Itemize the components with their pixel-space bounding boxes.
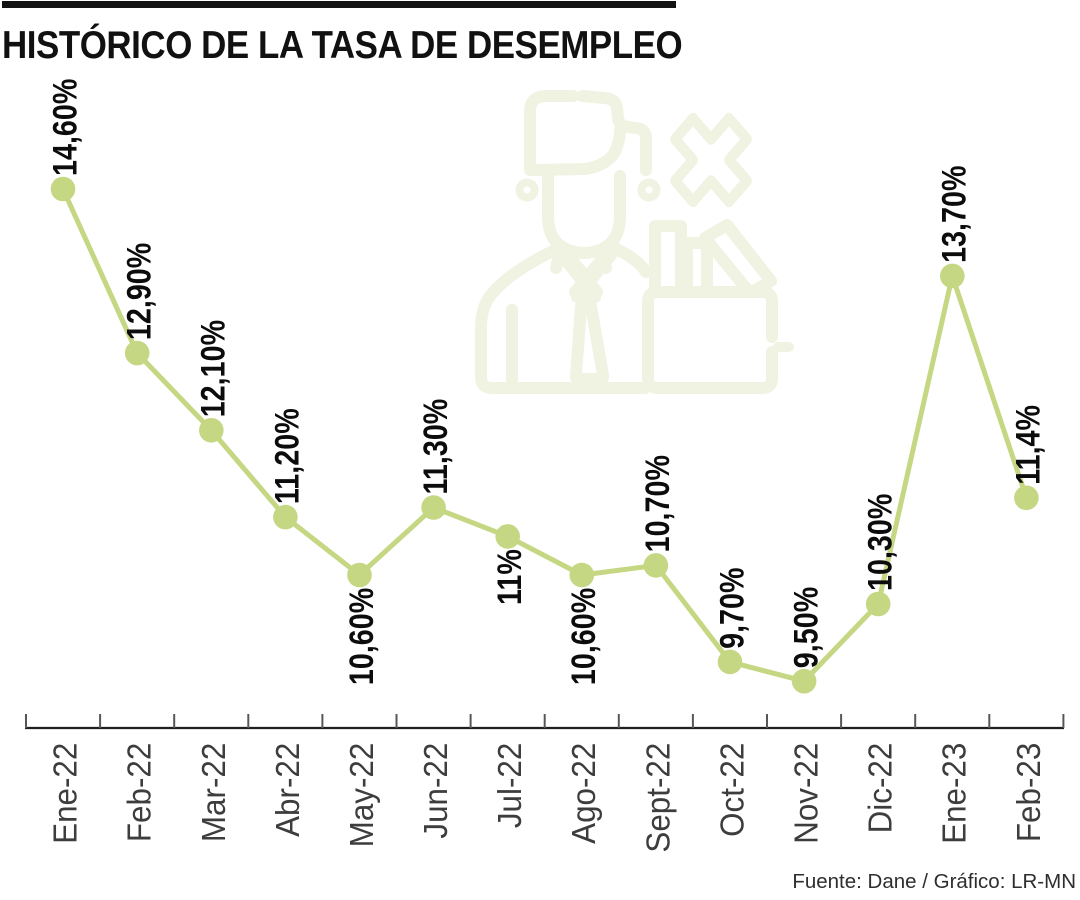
svg-text:11%: 11% [491,549,529,605]
svg-text:Jun-22: Jun-22 [417,743,454,839]
svg-text:11,4%: 11,4% [1009,405,1047,485]
svg-text:May-22: May-22 [343,743,380,848]
svg-text:Ene-23: Ene-23 [936,743,973,844]
svg-text:Feb-23: Feb-23 [1010,743,1047,842]
svg-text:13,70%: 13,70% [935,165,973,262]
svg-text:10,30%: 10,30% [861,494,899,591]
svg-text:9,70%: 9,70% [713,567,751,648]
svg-text:Feb-22: Feb-22 [121,743,158,842]
svg-text:10,60%: 10,60% [343,588,381,685]
svg-text:10,60%: 10,60% [565,588,603,685]
svg-text:9,50%: 9,50% [787,587,825,668]
svg-text:Sept-22: Sept-22 [640,743,677,853]
svg-text:Nov-22: Nov-22 [788,743,825,844]
svg-text:12,10%: 12,10% [194,320,232,417]
svg-text:Mar-22: Mar-22 [195,743,232,842]
svg-text:11,20%: 11,20% [268,408,306,504]
svg-text:Ene-22: Ene-22 [47,743,84,844]
svg-text:12,90%: 12,90% [120,243,158,340]
svg-text:Oct-22: Oct-22 [714,743,751,837]
svg-text:Jul-22: Jul-22 [491,743,528,828]
svg-text:10,70%: 10,70% [639,455,677,552]
svg-text:14,60%: 14,60% [46,79,84,176]
svg-text:Abr-22: Abr-22 [269,743,306,837]
svg-text:Dic-22: Dic-22 [862,743,899,834]
svg-text:11,30%: 11,30% [417,399,455,495]
svg-text:Ago-22: Ago-22 [565,743,602,844]
